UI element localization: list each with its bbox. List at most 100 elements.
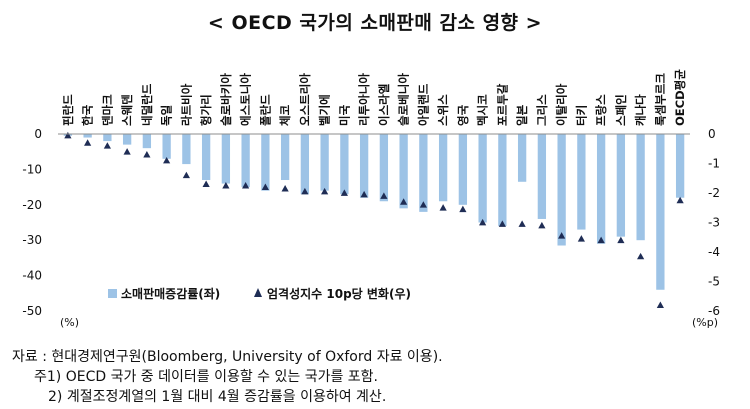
bar-21 [478, 134, 487, 223]
bar-15 [359, 134, 369, 198]
marker-21 [479, 218, 487, 226]
category-label-25: 이탈리아 [555, 83, 569, 126]
marker-0 [64, 131, 72, 139]
bar-10 [261, 134, 270, 191]
marker-14 [340, 189, 348, 196]
category-label-2: 덴마크 [100, 94, 114, 126]
chart-title: < OECD 국가의 소매판매 감소 영향 > [207, 12, 543, 34]
right-tick-label: -1 [708, 157, 720, 171]
marker-15 [360, 190, 368, 198]
category-label-24: 그리스 [535, 94, 549, 126]
right-tick-label: -5 [708, 275, 720, 289]
marker-23 [518, 220, 526, 227]
bar-20 [458, 134, 468, 205]
marker-20 [459, 205, 467, 213]
bar-31 [675, 134, 685, 198]
category-label-18: 아일랜드 [416, 83, 430, 126]
marker-25 [558, 232, 566, 239]
marker-16 [380, 192, 388, 199]
bar-5 [162, 134, 171, 159]
category-label-7: 헝가리 [199, 94, 213, 126]
bar-16 [379, 134, 389, 202]
category-label-9: 에스토니아 [239, 73, 253, 126]
category-label-17: 슬로베니아 [397, 73, 411, 126]
marker-28 [617, 236, 625, 244]
marker-9 [242, 182, 250, 189]
bar-23 [517, 134, 527, 182]
right-tick-label: -6 [708, 304, 720, 318]
marker-29 [637, 252, 645, 260]
category-label-4: 네덜란드 [140, 83, 154, 126]
category-label-5: 독일 [160, 105, 174, 126]
legend: 소매판매증감률(좌) 엄격성지수 10p당 변화(우) [108, 286, 411, 301]
category-label-12: 오스트리아 [298, 73, 312, 126]
bar-28 [616, 134, 626, 237]
left-tick-label: -30 [22, 233, 42, 247]
bar-25 [557, 134, 566, 246]
bar-29 [636, 134, 645, 241]
marker-2 [103, 142, 111, 149]
category-label-16: 이스라엘 [377, 84, 391, 126]
left-tick-label: -20 [22, 198, 42, 212]
category-label-6: 라트비아 [179, 83, 193, 126]
category-label-30: 룩셈부르크 [653, 73, 667, 126]
marker-11 [281, 184, 289, 192]
bar-17 [399, 134, 408, 209]
legend-marker-swatch [254, 288, 262, 297]
marker-17 [400, 198, 408, 205]
bar-7 [201, 134, 211, 181]
marker-6 [182, 171, 190, 179]
bar-9 [241, 134, 250, 188]
marker-19 [439, 204, 447, 211]
left-tick-label: -40 [22, 269, 42, 283]
left-unit-label: (%) [60, 316, 79, 329]
marker-5 [163, 156, 171, 164]
legend-marker-label: 엄격성지수 10p당 변화(우) [267, 286, 411, 301]
right-unit-label: (%p) [692, 316, 718, 329]
bar-30 [656, 134, 665, 290]
bar-4 [142, 134, 152, 149]
category-label-1: 한국 [81, 104, 95, 126]
bar-26 [577, 134, 586, 230]
axes: 0 -10 -20 -30 -40 -50 0 -1 -2 -3 -4 -5 -6 (%) (%p) [22, 127, 720, 329]
footnote-2: 2) 계절조정계열의 1월 대비 4월 증감률을 이용하여 계산. [48, 389, 387, 405]
marker-18 [419, 201, 427, 208]
bar-12 [300, 134, 310, 195]
left-tick-label: -10 [22, 162, 42, 176]
bar-3 [122, 134, 132, 145]
marker-12 [301, 187, 309, 195]
marker-1 [84, 139, 92, 146]
category-label-8: 슬로바키아 [219, 73, 233, 126]
legend-bar-swatch [108, 289, 117, 298]
marker-series [64, 131, 684, 308]
category-label-10: 폴란드 [258, 94, 272, 126]
category-label-27: 프랑스 [594, 94, 608, 126]
bar-series [63, 134, 685, 290]
bar-6 [182, 134, 191, 165]
marker-31 [676, 196, 684, 204]
marker-10 [261, 183, 269, 190]
marker-3 [123, 148, 131, 155]
category-label-14: 미국 [337, 104, 351, 126]
bar-1 [83, 134, 92, 138]
left-tick-label: 0 [34, 127, 42, 141]
category-label-15: 리투아니아 [357, 73, 371, 126]
category-label-31: OECD평균 [673, 69, 687, 126]
marker-27 [597, 236, 605, 244]
category-label-21: 멕시코 [476, 94, 490, 126]
category-labels: 핀란드 한국 덴마크 스웨덴 네덜란드 독일 라트비아 헝가리 슬로바키아 에스토니아 폴란드 체코 오… [61, 69, 687, 126]
marker-7 [202, 180, 210, 188]
category-label-0: 핀란드 [61, 94, 75, 126]
bar-18 [419, 134, 428, 212]
footnote-1: 주1) OECD 국가 중 데이터를 이용할 수 있는 국가를 포함. [34, 369, 379, 385]
bar-22 [498, 134, 507, 227]
category-label-28: 스페인 [614, 94, 628, 126]
bar-14 [340, 134, 349, 195]
bar-8 [221, 134, 231, 184]
category-label-20: 영국 [456, 104, 470, 126]
marker-24 [538, 221, 546, 229]
left-tick-label: -50 [22, 304, 42, 318]
marker-4 [143, 151, 151, 158]
bar-13 [320, 134, 329, 191]
